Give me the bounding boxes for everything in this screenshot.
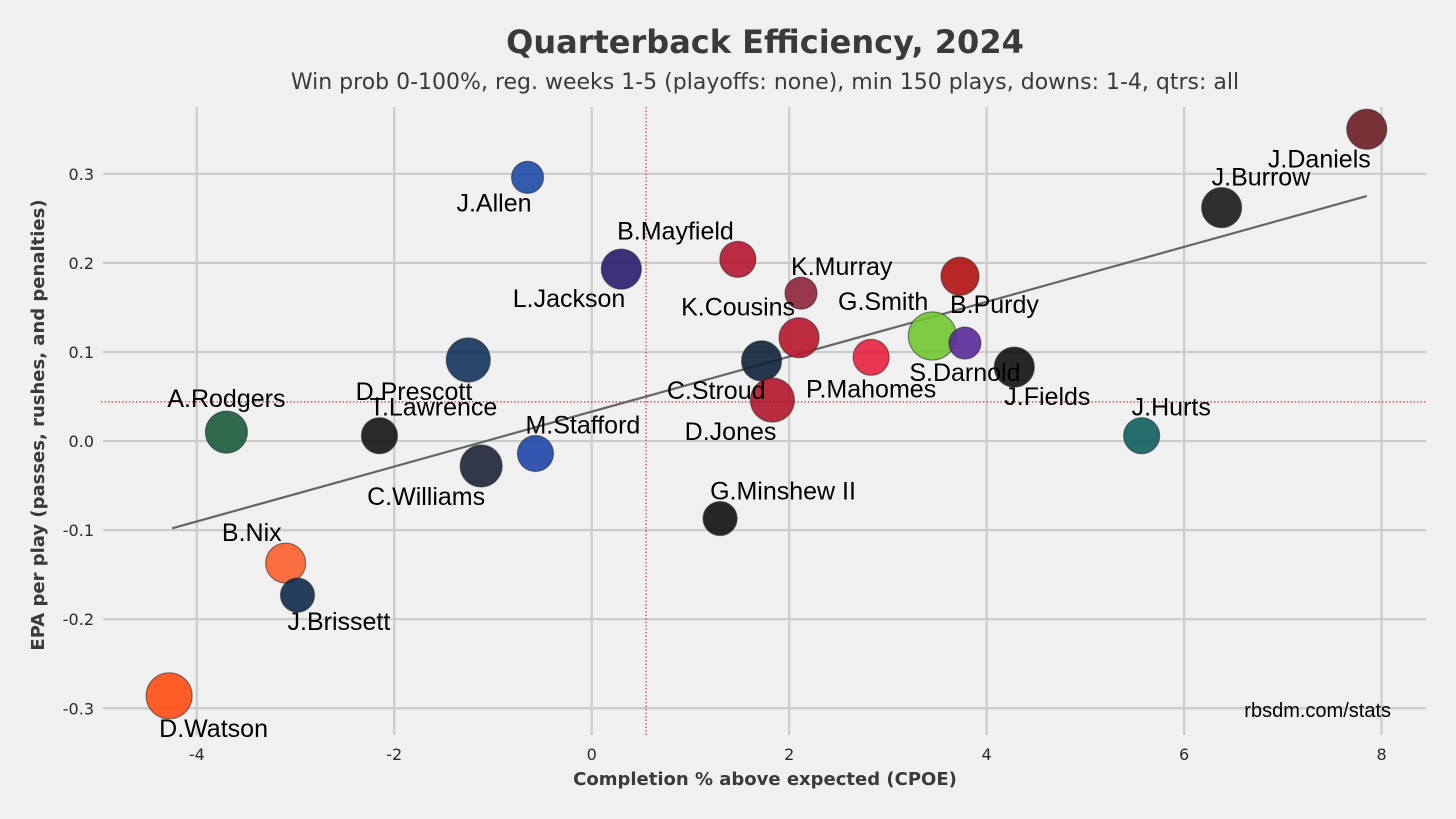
point-label: C.Williams	[367, 483, 485, 511]
data-point[interactable]	[510, 160, 545, 194]
point-label: M.Stafford	[525, 412, 640, 440]
y-tick-label: 0.0	[69, 432, 94, 451]
chart-subtitle: Win prob 0-100%, reg. weeks 1-5 (playoff…	[291, 70, 1239, 95]
point-label: L.Jackson	[513, 285, 626, 313]
y-tick-label: 0.3	[69, 165, 94, 184]
x-tick-label: 4	[982, 745, 992, 764]
point-label: B.Purdy	[950, 291, 1039, 319]
data-point[interactable]	[516, 434, 555, 473]
data-point[interactable]	[265, 542, 307, 584]
point-label: T.Lawrence	[369, 394, 497, 422]
source-credit: rbsdm.com/stats	[1244, 700, 1391, 722]
point-label: B.Mayfield	[617, 217, 734, 245]
data-point[interactable]	[940, 256, 980, 296]
data-point[interactable]	[445, 337, 491, 383]
point-label: J.Daniels	[1268, 145, 1371, 173]
x-tick-label: 2	[784, 745, 794, 764]
data-point[interactable]	[360, 417, 399, 455]
y-tick-label: -0.2	[63, 610, 94, 629]
x-tick-label: -4	[189, 745, 205, 764]
y-tick-label: -0.1	[63, 521, 94, 540]
data-point[interactable]	[1346, 108, 1388, 150]
point-label: J.Brissett	[288, 608, 391, 636]
point-label: C.Stroud	[667, 377, 766, 405]
x-tick-label: 0	[587, 745, 597, 764]
point-label: J.Fields	[1004, 383, 1090, 411]
axis-ticks: -4 -2 0 2 4 6 8 0.3 0.2 0.1 0.0 -0.1 -0.2 -0.3	[63, 165, 1387, 764]
data-point[interactable]	[852, 338, 890, 376]
data-point[interactable]	[778, 317, 820, 359]
point-label: G.Smith	[838, 288, 928, 316]
data-point[interactable]	[719, 240, 757, 278]
y-tick-label: 0.1	[69, 343, 94, 362]
data-point[interactable]	[749, 377, 795, 423]
point-label: J.Burrow	[1212, 164, 1312, 192]
point-label: A.Rodgers	[167, 385, 285, 413]
point-label: D.Watson	[159, 715, 268, 743]
point-label: G.Minshew II	[710, 478, 856, 506]
point-label: S.Darnold	[909, 359, 1020, 387]
gridlines	[103, 107, 1426, 735]
data-point[interactable]	[948, 326, 982, 360]
point-label: K.Murray	[791, 253, 893, 281]
data-point[interactable]	[279, 577, 316, 613]
data-point[interactable]	[740, 340, 783, 382]
chart-title: Quarterback Efficiency, 2024	[506, 23, 1024, 61]
x-tick-label: 8	[1376, 745, 1386, 764]
data-point[interactable]	[702, 500, 738, 537]
point-label: D.Prescott	[356, 378, 473, 406]
y-axis-label: EPA per play (passes, rushes, and penalt…	[28, 199, 49, 650]
data-point[interactable]	[1201, 187, 1243, 229]
point-label: B.Nix	[222, 519, 282, 547]
data-point[interactable]	[204, 410, 249, 454]
data-point[interactable]	[993, 346, 1035, 388]
x-tick-label: 6	[1179, 745, 1189, 764]
point-label: J.Hurts	[1132, 394, 1211, 422]
data-point[interactable]	[145, 672, 193, 720]
y-tick-label: 0.2	[69, 254, 94, 273]
point-label: D.Jones	[685, 418, 777, 446]
y-tick-label: -0.3	[63, 699, 94, 718]
data-points	[145, 108, 1388, 720]
data-point[interactable]	[600, 248, 642, 290]
point-label: P.Mahomes	[806, 375, 936, 403]
point-label: K.Cousins	[681, 294, 795, 322]
x-tick-label: -2	[386, 745, 402, 764]
point-label: J.Allen	[456, 189, 531, 217]
data-point[interactable]	[784, 276, 818, 310]
data-point[interactable]	[1123, 417, 1161, 455]
x-axis-label: Completion % above expected (CPOE)	[573, 769, 957, 790]
data-point[interactable]	[459, 444, 503, 488]
